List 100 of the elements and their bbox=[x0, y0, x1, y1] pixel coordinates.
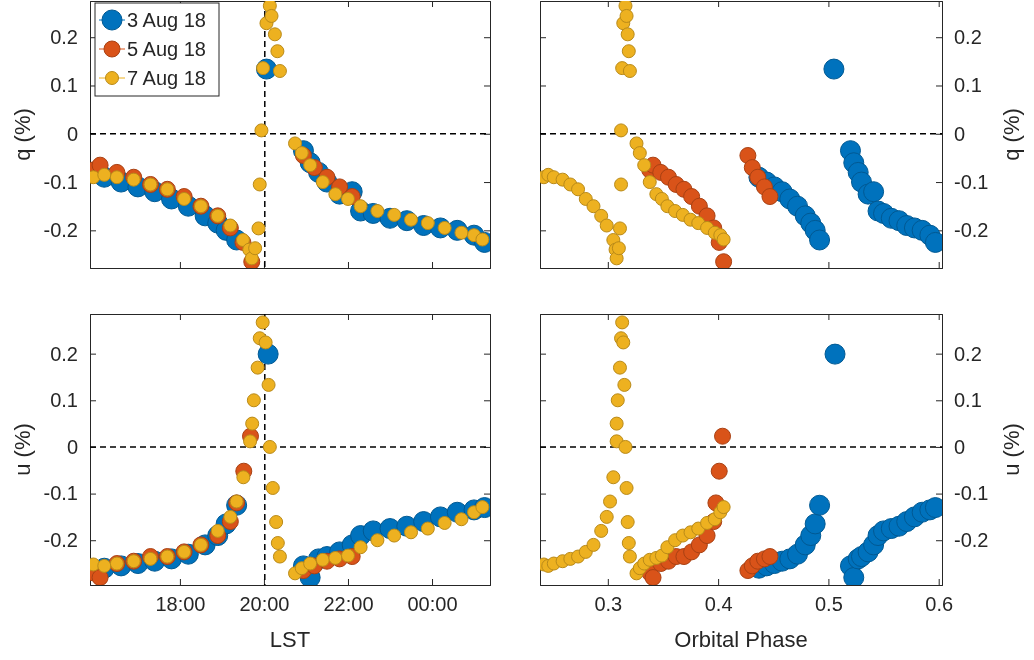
point bbox=[642, 175, 657, 190]
point bbox=[603, 494, 618, 509]
point bbox=[264, 8, 279, 23]
point bbox=[254, 123, 269, 138]
point bbox=[616, 335, 631, 350]
point bbox=[315, 552, 330, 567]
y-axis-title: u (%) bbox=[10, 423, 35, 476]
y-tick-label: 0.1 bbox=[50, 74, 78, 97]
point bbox=[248, 241, 263, 256]
legend-label: 3 Aug 18 bbox=[127, 9, 206, 31]
point bbox=[262, 439, 277, 454]
point bbox=[261, 377, 276, 392]
point bbox=[328, 550, 343, 565]
point bbox=[594, 523, 609, 538]
point bbox=[863, 181, 885, 203]
point bbox=[606, 470, 621, 485]
y2-tick-label: 0.1 bbox=[954, 389, 982, 412]
point bbox=[269, 515, 284, 530]
point bbox=[250, 360, 265, 375]
point bbox=[571, 182, 586, 197]
legend-label: 5 Aug 18 bbox=[127, 38, 206, 60]
point bbox=[615, 315, 630, 330]
point bbox=[621, 44, 636, 59]
y2-tick-label: 0 bbox=[954, 122, 966, 145]
point bbox=[126, 172, 141, 187]
point bbox=[609, 416, 624, 431]
point bbox=[809, 494, 831, 516]
point bbox=[716, 232, 731, 247]
y2-tick-label: -0.2 bbox=[954, 219, 989, 242]
y2-axis-title: q (%) bbox=[999, 108, 1025, 161]
x-axis-title: Orbital Phase bbox=[674, 627, 808, 652]
point bbox=[340, 548, 355, 563]
y-tick-label: 0 bbox=[66, 122, 78, 145]
point bbox=[622, 64, 637, 78]
point bbox=[265, 480, 280, 495]
y2-tick-label: -0.1 bbox=[954, 482, 989, 505]
y2-tick-label: 0.1 bbox=[954, 74, 982, 97]
point bbox=[245, 416, 260, 431]
point bbox=[340, 191, 355, 206]
y-axis-title: q (%) bbox=[10, 108, 35, 161]
point bbox=[619, 480, 634, 495]
point bbox=[619, 8, 634, 23]
y2-tick-label: 0.2 bbox=[954, 342, 982, 365]
y-tick-label: -0.1 bbox=[43, 482, 78, 505]
legend-label: 7 Aug 18 bbox=[127, 67, 206, 89]
point bbox=[258, 335, 273, 350]
point bbox=[255, 315, 270, 330]
y2-tick-label: -0.1 bbox=[954, 170, 989, 193]
point bbox=[612, 221, 627, 236]
point bbox=[614, 123, 629, 138]
point bbox=[599, 509, 614, 524]
point bbox=[270, 44, 285, 59]
y2-axis-title: u (%) bbox=[999, 423, 1025, 476]
y-tick-label: -0.2 bbox=[43, 529, 78, 552]
point bbox=[618, 439, 633, 454]
x-tick-label: 0.5 bbox=[815, 593, 843, 616]
y2-tick-label: -0.2 bbox=[954, 529, 989, 552]
y-tick-label: -0.2 bbox=[43, 219, 78, 242]
point bbox=[824, 343, 846, 365]
y-tick-label: 0 bbox=[66, 435, 78, 458]
y-tick-label: 0.1 bbox=[50, 389, 78, 412]
point bbox=[843, 567, 865, 585]
point bbox=[621, 536, 636, 551]
x-tick-label: 20:00 bbox=[239, 593, 290, 616]
x-tick-label: 0.3 bbox=[594, 593, 623, 616]
point bbox=[586, 199, 601, 214]
x-tick-label: 0.6 bbox=[925, 593, 954, 616]
point bbox=[252, 177, 267, 192]
point bbox=[716, 500, 731, 515]
point bbox=[614, 177, 629, 192]
point bbox=[714, 427, 732, 445]
point bbox=[715, 253, 733, 268]
y-tick-label: 0.2 bbox=[50, 26, 78, 49]
y-tick-label: 0.2 bbox=[50, 342, 78, 365]
point bbox=[644, 569, 662, 585]
point bbox=[272, 549, 287, 564]
x-tick-label: 18:00 bbox=[155, 593, 206, 616]
point bbox=[594, 208, 609, 223]
point bbox=[761, 548, 779, 566]
point bbox=[710, 462, 728, 480]
point bbox=[236, 470, 251, 485]
point bbox=[586, 537, 601, 552]
point bbox=[91, 569, 109, 585]
point bbox=[632, 146, 647, 161]
point bbox=[370, 533, 385, 548]
y2-tick-label: 0.2 bbox=[954, 26, 982, 49]
point bbox=[328, 187, 343, 202]
x-tick-label: 0.4 bbox=[704, 593, 733, 616]
point bbox=[637, 158, 652, 173]
point bbox=[804, 513, 826, 535]
point bbox=[267, 27, 282, 42]
point bbox=[620, 27, 635, 42]
point bbox=[620, 515, 635, 530]
point bbox=[303, 556, 318, 571]
point bbox=[353, 540, 368, 555]
point bbox=[243, 434, 258, 449]
point bbox=[223, 218, 238, 233]
point bbox=[622, 549, 637, 564]
point bbox=[272, 64, 287, 78]
point bbox=[823, 58, 845, 80]
